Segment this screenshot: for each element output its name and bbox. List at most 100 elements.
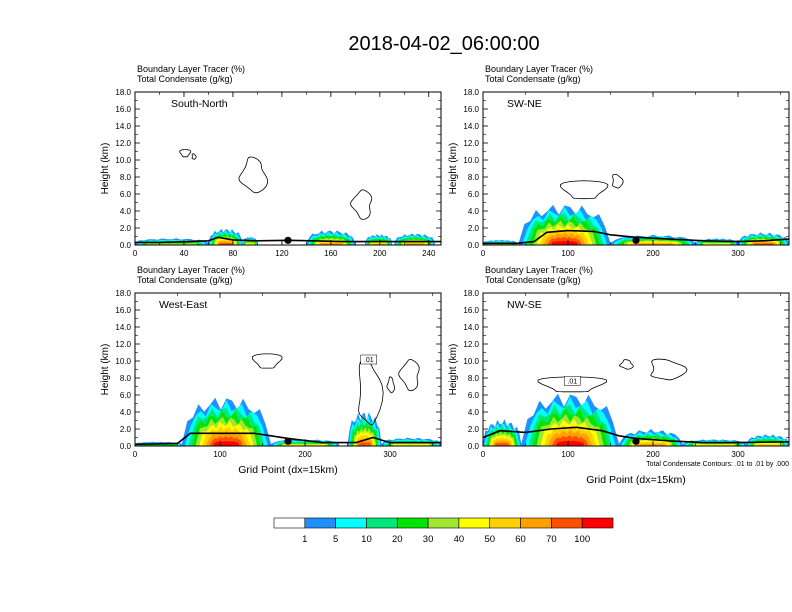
y-tick-label: 10.0 (463, 357, 479, 366)
x-tick-label: 300 (731, 450, 745, 459)
colorbar-swatch (304, 517, 336, 529)
colorbar-label: 70 (546, 534, 557, 545)
y-tick-label: 8.0 (120, 374, 132, 383)
y-tick-label: 8.0 (468, 173, 480, 182)
tracer-layer (495, 443, 509, 446)
condensate-contour (350, 189, 373, 220)
colorbar-label: 50 (484, 534, 495, 545)
terrain-line (483, 426, 789, 444)
y-tick-label: 0.0 (468, 241, 480, 250)
y-tick-label: 18.0 (463, 88, 479, 97)
y-axis-label: Height (km) (448, 143, 459, 195)
condensate-contour (560, 180, 609, 200)
colorbar-label: 20 (392, 534, 403, 545)
panel-header-tracer: Boundary Layer Tracer (%) (485, 64, 593, 74)
contour-label: .01 (567, 378, 577, 385)
y-tick-label: 0.0 (120, 241, 132, 250)
y-tick-label: 6.0 (120, 190, 132, 199)
y-tick-label: 12.0 (463, 139, 479, 148)
location-marker (632, 437, 640, 445)
tracer-layer (756, 443, 779, 446)
panel-south-north: 0.0 2.0 4.0 6.0 8.0 10.0 12.0 14.0 16.0 18.0 0 40 80… (100, 64, 442, 258)
x-axis-label: Grid Point (dx=15km) (586, 474, 686, 486)
y-tick-label: 6.0 (468, 391, 480, 400)
panel-header-condensate: Total Condensate (g/kg) (137, 275, 233, 285)
y-tick-label: 4.0 (120, 207, 132, 216)
tracer-layer (219, 242, 232, 245)
y-tick-label: 8.0 (120, 173, 132, 182)
x-tick-label: 40 (180, 249, 189, 258)
tracer-layer (245, 242, 255, 245)
condensate-contour (537, 376, 607, 393)
colorbar-swatch (581, 517, 614, 529)
y-tick-label: 0.0 (120, 442, 132, 451)
y-tick-label: 16.0 (115, 105, 131, 114)
tracer-layer (636, 443, 665, 446)
x-tick-label: 300 (731, 249, 745, 258)
y-tick-label: 10.0 (463, 156, 479, 165)
y-tick-label: 14.0 (463, 323, 479, 332)
colorbar: 1 5 10 20 30 40 50 60 70 100 (273, 517, 614, 545)
colorbar-swatch (427, 517, 460, 529)
y-tick-label: 2.0 (120, 224, 132, 233)
panel-label: West-East (159, 299, 207, 311)
location-marker (284, 236, 292, 244)
x-tick-label: 300 (383, 450, 397, 459)
panel-header-tracer: Boundary Layer Tracer (%) (137, 265, 245, 275)
plot-area (483, 173, 789, 245)
y-tick-label: 18.0 (463, 289, 479, 298)
y-tick-label: 14.0 (115, 323, 131, 332)
x-tick-label: 100 (561, 249, 575, 258)
colorbar-label: 40 (454, 534, 465, 545)
y-tick-label: 12.0 (115, 340, 131, 349)
condensate-contour (650, 358, 688, 381)
panel-header-tracer: Boundary Layer Tracer (%) (485, 265, 593, 275)
x-tick-label: 200 (646, 249, 660, 258)
y-tick-label: 4.0 (468, 408, 480, 417)
plot-area (135, 353, 441, 446)
panel-label: SW-NE (507, 98, 542, 110)
terrain-line (135, 432, 441, 446)
tracer-layer (551, 240, 578, 245)
x-tick-label: 0 (481, 450, 486, 459)
colorbar-label: 30 (423, 534, 434, 545)
tracer-layer (704, 242, 730, 245)
tracer-layer (140, 443, 177, 446)
y-axis-label: Height (km) (100, 143, 111, 195)
x-tick-label: 240 (422, 249, 436, 258)
x-tick-label: 160 (324, 249, 338, 258)
contour-label: .01 (364, 357, 374, 364)
y-tick-label: 14.0 (115, 122, 131, 131)
condensate-contour (179, 149, 192, 158)
tracer-layer (371, 242, 386, 245)
panel-label: NW-SE (507, 299, 542, 311)
tracer-layer (405, 242, 424, 245)
x-tick-label: 80 (228, 249, 237, 258)
panel-header-tracer: Boundary Layer Tracer (%) (137, 64, 245, 74)
y-tick-label: 2.0 (468, 425, 480, 434)
tracer-layer (358, 442, 371, 446)
condensate-contour (398, 358, 420, 392)
panel-west-east: .01 0.0 2.0 4.0 6.0 8.0 10.0 12.0 14.0 16.0 18.0 0 1… (100, 265, 442, 476)
colorbar-label: 100 (574, 534, 590, 545)
condensate-contour (238, 156, 269, 194)
colorbar-swatch (458, 517, 491, 529)
colorbar-label: 5 (333, 534, 338, 545)
contour-label-box (564, 376, 581, 386)
x-tick-label: 0 (133, 249, 138, 258)
y-tick-label: 4.0 (120, 408, 132, 417)
y-tick-label: 10.0 (115, 357, 131, 366)
colorbar-label: 60 (515, 534, 526, 545)
colorbar-swatch (273, 517, 306, 529)
y-tick-label: 18.0 (115, 289, 131, 298)
condensate-contour (386, 376, 396, 394)
y-tick-label: 16.0 (463, 105, 479, 114)
colorbar-label: 1 (302, 534, 307, 545)
x-tick-label: 200 (298, 450, 312, 459)
y-tick-label: 14.0 (463, 122, 479, 131)
x-tick-label: 0 (133, 450, 138, 459)
y-tick-label: 16.0 (463, 306, 479, 315)
contour-label-box (360, 354, 377, 365)
x-tick-label: 120 (275, 249, 289, 258)
